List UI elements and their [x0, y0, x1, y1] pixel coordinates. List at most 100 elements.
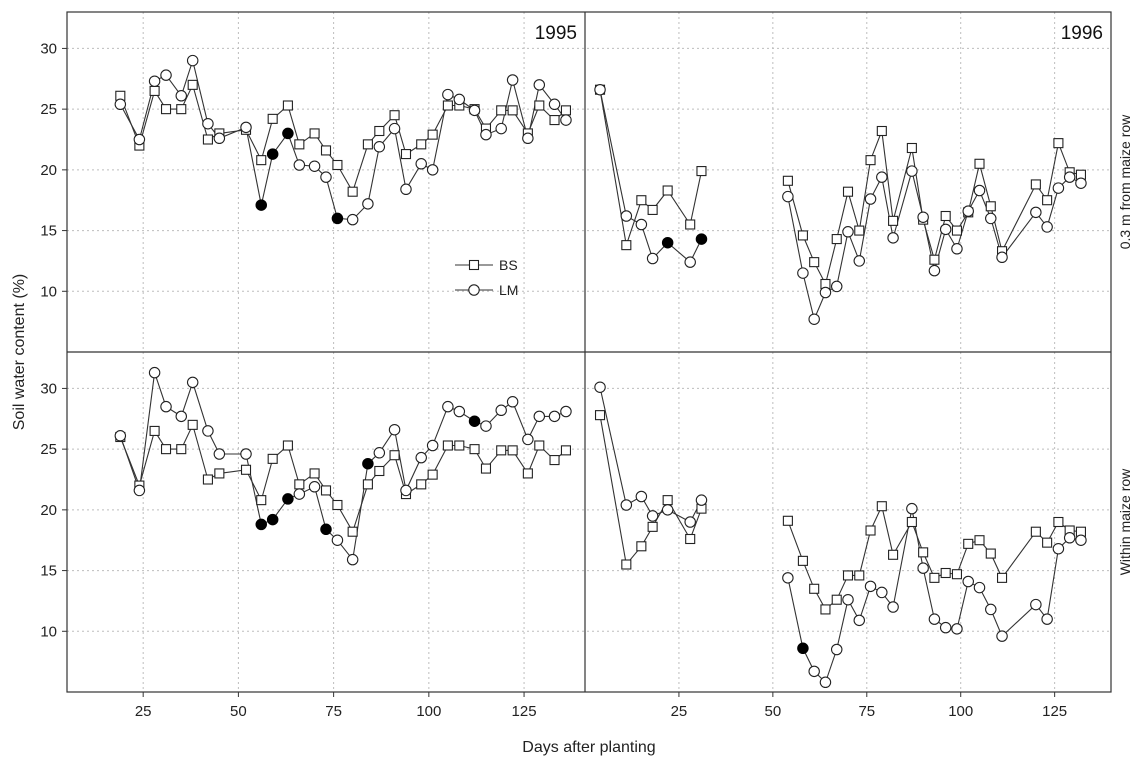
data-point-bs	[832, 595, 841, 604]
data-point-lm-filled	[363, 459, 373, 469]
data-point-bs	[952, 570, 961, 579]
legend-marker-lm	[469, 285, 479, 295]
data-point-bs	[697, 167, 706, 176]
data-point-lm	[401, 485, 411, 495]
data-point-bs	[907, 144, 916, 153]
data-point-lm	[918, 212, 928, 222]
y-axis-title: Soil water content (%)	[11, 274, 28, 431]
data-point-lm-filled	[256, 519, 266, 529]
data-point-bs	[177, 105, 186, 114]
data-point-lm	[798, 268, 808, 278]
data-point-lm	[507, 75, 517, 85]
data-point-lm	[161, 70, 171, 80]
data-point-bs	[877, 127, 886, 136]
data-point-lm-filled	[267, 149, 277, 159]
data-point-bs	[798, 556, 807, 565]
data-point-lm	[347, 214, 357, 224]
data-point-lm	[1031, 599, 1041, 609]
data-point-bs	[648, 522, 657, 531]
data-point-bs	[844, 187, 853, 196]
data-point-lm-filled	[256, 200, 266, 210]
data-point-lm	[809, 666, 819, 676]
data-point-bs	[952, 226, 961, 235]
data-point-bs	[295, 480, 304, 489]
y-tick-label: 10	[40, 623, 57, 640]
data-point-bs	[508, 446, 517, 455]
data-point-lm-filled	[798, 643, 808, 653]
data-point-lm	[1064, 172, 1074, 182]
data-point-bs	[188, 80, 197, 89]
x-tick-label: 75	[858, 703, 875, 720]
data-point-bs	[648, 205, 657, 214]
x-tick-label: 125	[1042, 703, 1067, 720]
data-point-bs	[523, 469, 532, 478]
data-point-lm	[929, 265, 939, 275]
data-point-bs	[203, 135, 212, 144]
data-point-lm	[647, 253, 657, 263]
year-label: 1996	[1061, 23, 1103, 44]
data-point-bs	[986, 202, 995, 211]
data-point-lm	[523, 434, 533, 444]
data-point-bs	[390, 451, 399, 460]
data-point-lm	[523, 133, 533, 143]
y-tick-label: 30	[40, 380, 57, 397]
series-line-bs	[120, 85, 566, 192]
data-point-lm	[214, 133, 224, 143]
data-point-lm	[561, 406, 571, 416]
data-point-bs	[443, 441, 452, 450]
data-point-bs	[986, 549, 995, 558]
data-point-lm	[1042, 614, 1052, 624]
data-point-bs	[919, 548, 928, 557]
data-point-lm	[843, 227, 853, 237]
data-point-lm	[877, 587, 887, 597]
legend-label: LM	[499, 282, 518, 298]
data-point-bs	[177, 445, 186, 454]
data-point-bs	[162, 445, 171, 454]
x-tick-label: 100	[416, 703, 441, 720]
data-point-bs	[941, 212, 950, 221]
data-point-lm	[347, 554, 357, 564]
data-point-bs	[930, 255, 939, 264]
data-point-lm	[115, 99, 125, 109]
data-point-lm	[843, 595, 853, 605]
data-point-bs	[310, 129, 319, 138]
data-point-lm	[832, 281, 842, 291]
data-point-lm	[561, 115, 571, 125]
data-point-lm	[974, 582, 984, 592]
x-tick-label: 125	[512, 703, 537, 720]
data-point-bs	[401, 150, 410, 159]
data-point-bs	[821, 605, 830, 614]
x-axis-title: Days after planting	[522, 739, 655, 756]
data-point-bs	[877, 502, 886, 511]
data-point-bs	[930, 573, 939, 582]
data-point-bs	[215, 469, 224, 478]
data-point-lm-filled	[332, 213, 342, 223]
data-point-lm	[595, 85, 605, 95]
data-point-bs	[832, 235, 841, 244]
data-point-lm	[997, 252, 1007, 262]
data-point-lm	[176, 91, 186, 101]
data-point-lm	[636, 219, 646, 229]
data-point-bs	[162, 105, 171, 114]
data-point-bs	[333, 501, 342, 510]
data-point-bs	[322, 146, 331, 155]
data-point-bs	[455, 441, 464, 450]
data-point-lm	[877, 172, 887, 182]
data-point-lm	[783, 191, 793, 201]
data-point-bs	[375, 127, 384, 136]
data-point-bs	[844, 571, 853, 580]
data-point-lm	[443, 89, 453, 99]
data-point-lm	[854, 615, 864, 625]
x-tick-label: 50	[230, 703, 247, 720]
data-point-lm	[549, 99, 559, 109]
data-point-lm	[401, 184, 411, 194]
data-point-bs	[964, 539, 973, 548]
data-point-lm	[507, 397, 517, 407]
x-tick-label: 25	[671, 703, 688, 720]
data-point-bs	[333, 161, 342, 170]
data-point-bs	[810, 258, 819, 267]
data-point-bs	[268, 114, 277, 123]
data-point-bs	[375, 467, 384, 476]
data-point-bs	[348, 187, 357, 196]
data-point-lm	[952, 624, 962, 634]
